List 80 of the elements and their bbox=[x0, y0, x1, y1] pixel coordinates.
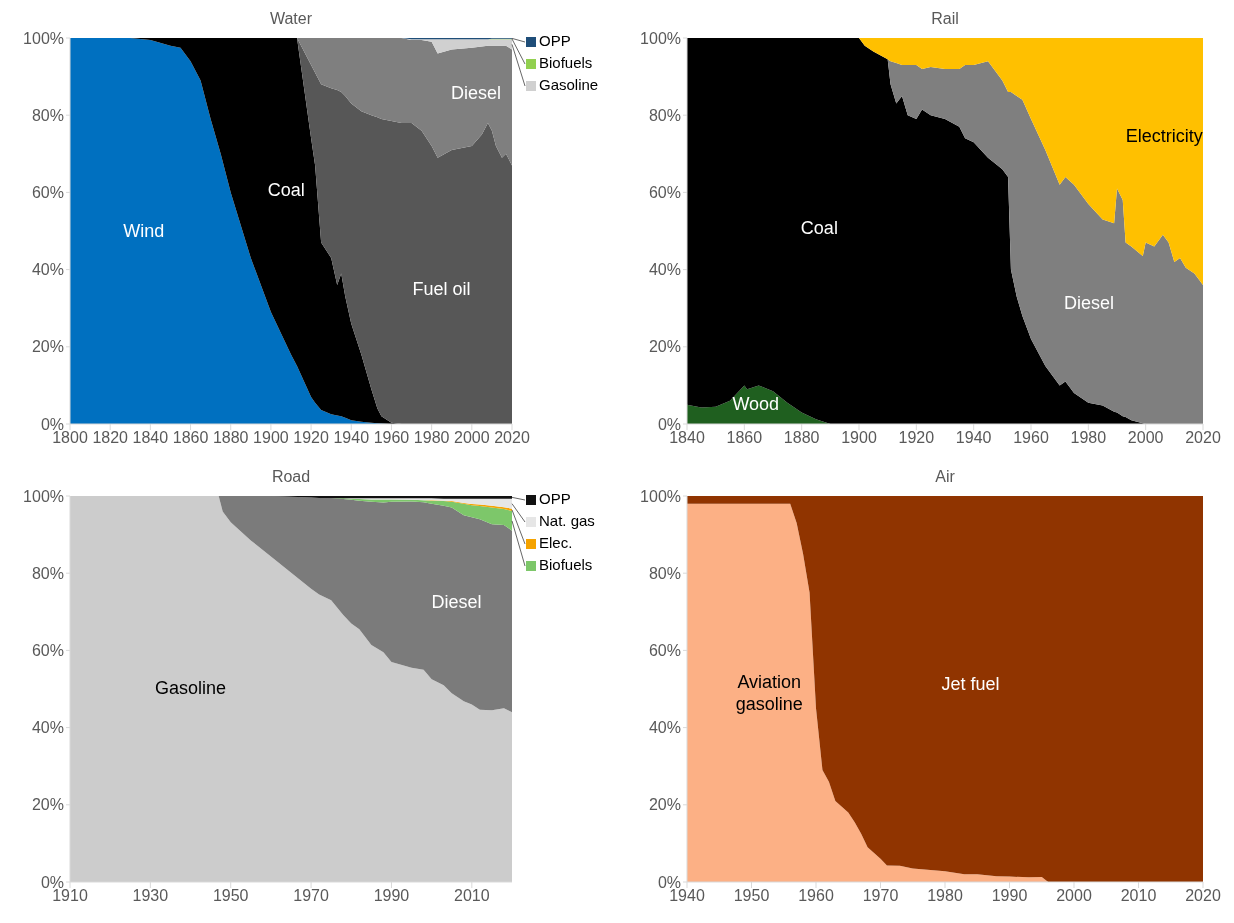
legend-label: Biofuels bbox=[539, 53, 593, 71]
series-label: Wood bbox=[732, 393, 780, 414]
y-tick-label: 40% bbox=[31, 719, 64, 737]
x-tick-label: 1820 bbox=[92, 429, 129, 447]
y-tick-label: 80% bbox=[31, 564, 64, 582]
x-tick-label: 1930 bbox=[132, 887, 169, 905]
x-tick-label: 1960 bbox=[1013, 429, 1049, 447]
series-label: Wind bbox=[123, 220, 165, 241]
x-tick-label: 1920 bbox=[293, 429, 329, 447]
x-tick-label: 1880 bbox=[783, 429, 820, 447]
x-tick-label: 1950 bbox=[212, 887, 249, 905]
y-tick-label: 20% bbox=[31, 338, 64, 356]
x-tick-label: 1840 bbox=[132, 429, 169, 447]
series-label: Coal bbox=[800, 217, 838, 238]
legend-label: OPP bbox=[539, 31, 571, 49]
y-tick-label: 80% bbox=[31, 106, 64, 124]
x-tick-label: 1860 bbox=[172, 429, 209, 447]
x-tick-label: 2000 bbox=[454, 429, 490, 447]
x-tick-label: 1900 bbox=[841, 429, 877, 447]
x-tick-label: 1980 bbox=[413, 429, 450, 447]
x-tick-label: 1960 bbox=[798, 887, 834, 905]
y-tick-label: 100% bbox=[640, 29, 681, 47]
series-label: Electricity bbox=[1125, 126, 1203, 147]
chart-title: Rail bbox=[931, 10, 959, 27]
x-tick-label: 1860 bbox=[726, 429, 763, 447]
series-label: Fuel oil bbox=[412, 278, 471, 299]
y-tick-label: 60% bbox=[31, 184, 64, 202]
y-tick-label: 100% bbox=[23, 487, 64, 505]
y-tick-label: 20% bbox=[31, 796, 64, 814]
y-tick-label: 40% bbox=[31, 261, 64, 279]
y-tick-label: 20% bbox=[648, 796, 681, 814]
legend-label: Biofuels bbox=[539, 555, 593, 573]
y-tick-label: 60% bbox=[648, 184, 681, 202]
series-label: Diesel bbox=[1064, 292, 1115, 313]
y-tick-label: 80% bbox=[648, 106, 681, 124]
x-tick-label: 1960 bbox=[373, 429, 410, 447]
x-tick-label: 2010 bbox=[454, 887, 490, 905]
series-label: Jet fuel bbox=[941, 673, 1000, 694]
chart-title: Air bbox=[935, 468, 956, 485]
y-tick-label: 40% bbox=[648, 261, 681, 279]
chart-title: Water bbox=[269, 10, 313, 27]
y-tick-label: 60% bbox=[648, 642, 681, 660]
series-label: Gasoline bbox=[155, 677, 227, 698]
y-tick-label: 20% bbox=[648, 338, 681, 356]
legend-label: Gasoline bbox=[539, 75, 599, 93]
series-label: Aviation gasoline bbox=[735, 671, 803, 714]
x-tick-label: 1840 bbox=[669, 429, 705, 447]
x-tick-label: 1990 bbox=[991, 887, 1028, 905]
x-tick-label: 1940 bbox=[669, 887, 705, 905]
x-tick-label: 1940 bbox=[333, 429, 370, 447]
x-tick-label: 1880 bbox=[212, 429, 249, 447]
x-tick-label: 2020 bbox=[494, 429, 530, 447]
series-label: Diesel bbox=[431, 592, 482, 613]
x-tick-label: 1800 bbox=[52, 429, 88, 447]
x-tick-label: 1990 bbox=[373, 887, 410, 905]
x-tick-label: 2000 bbox=[1056, 887, 1092, 905]
y-tick-label: 100% bbox=[640, 487, 681, 505]
x-tick-label: 1980 bbox=[927, 887, 963, 905]
x-tick-label: 1950 bbox=[733, 887, 770, 905]
x-tick-label: 1970 bbox=[293, 887, 329, 905]
y-tick-label: 80% bbox=[648, 564, 681, 582]
x-tick-label: 1920 bbox=[898, 429, 935, 447]
x-tick-label: 1940 bbox=[955, 429, 992, 447]
x-tick-label: 1970 bbox=[862, 887, 899, 905]
x-tick-label: 2000 bbox=[1127, 429, 1164, 447]
y-tick-label: 60% bbox=[31, 642, 64, 660]
x-tick-label: 1910 bbox=[52, 887, 88, 905]
x-tick-label: 2010 bbox=[1120, 887, 1157, 905]
y-tick-label: 100% bbox=[23, 29, 64, 47]
legend-label: OPP bbox=[539, 489, 571, 507]
chart-title: Road bbox=[271, 468, 311, 485]
legend-label: Nat. gas bbox=[539, 511, 595, 529]
x-tick-label: 2020 bbox=[1185, 429, 1221, 447]
y-tick-label: 40% bbox=[648, 719, 681, 737]
x-tick-label: 1980 bbox=[1070, 429, 1107, 447]
legend-label: Elec. bbox=[539, 533, 573, 551]
series-label: Diesel bbox=[451, 82, 502, 103]
series-label: Coal bbox=[267, 180, 305, 201]
x-tick-label: 1900 bbox=[253, 429, 289, 447]
x-tick-label: 2020 bbox=[1185, 887, 1221, 905]
